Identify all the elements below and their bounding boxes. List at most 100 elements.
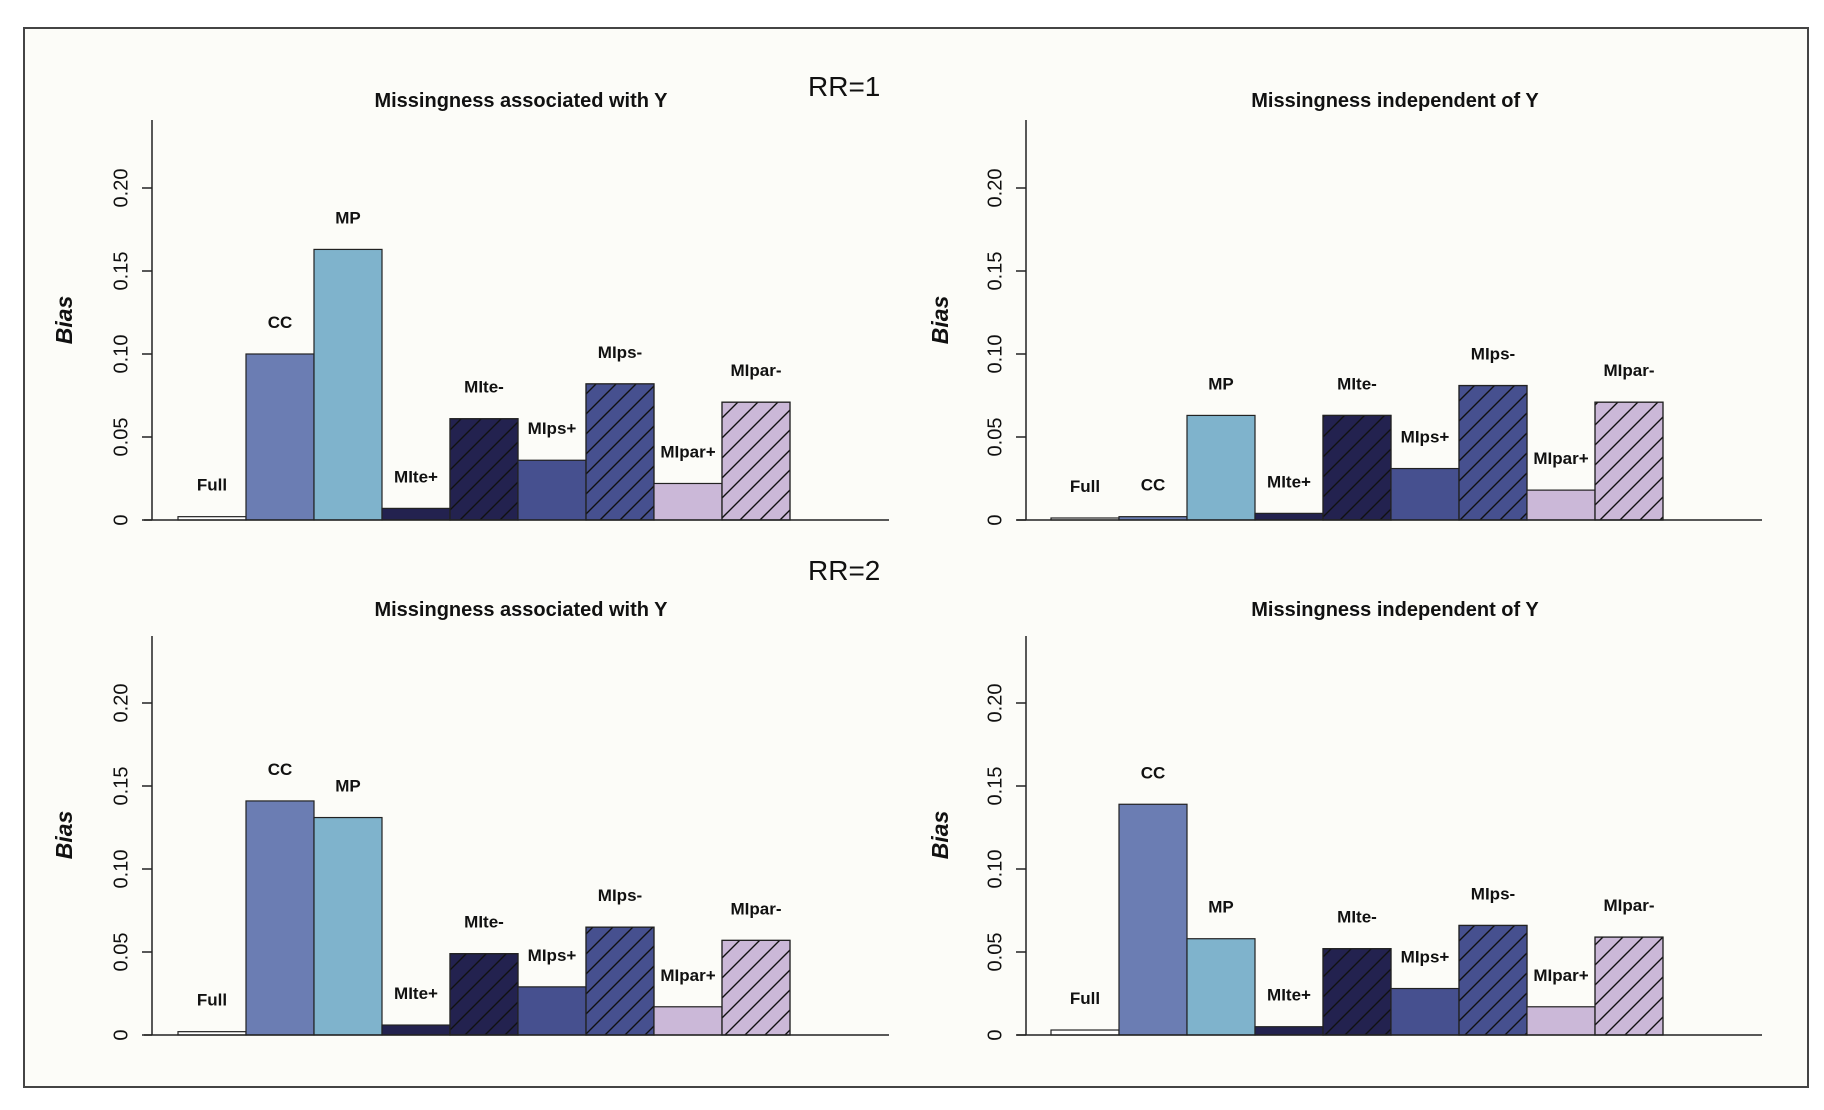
y-tick-label: 0.05 <box>110 418 132 457</box>
bar-hatch-mipar-minus <box>1594 401 1664 521</box>
bar-mite-plus <box>381 1024 451 1036</box>
bar-label-mite-minus: MIte- <box>1337 374 1377 393</box>
bar-hatch-mite-minus <box>1322 948 1392 1036</box>
bar-label-mips-plus: MIps+ <box>1401 428 1450 447</box>
bar-hatch-mips-minus <box>1458 384 1528 521</box>
bar-label-cc: CC <box>268 760 293 779</box>
bar-label-mite-minus: MIte- <box>464 378 504 397</box>
y-tick-label: 0 <box>110 1029 132 1040</box>
bar-label-mips-plus: MIps+ <box>1401 948 1450 967</box>
bar-label-mipar-minus: MIpar- <box>1604 896 1655 915</box>
y-tick-label: 0.15 <box>110 252 132 291</box>
bar-label-mp: MP <box>1208 898 1234 917</box>
y-tick-label: 0.15 <box>110 767 132 806</box>
bar-mips-plus <box>517 986 587 1036</box>
bar-mp <box>313 816 383 1036</box>
bar-label-mite-plus: MIte+ <box>1267 986 1311 1005</box>
y-tick-label: 0.15 <box>984 252 1006 291</box>
y-axis-label: Bias <box>927 296 953 345</box>
y-tick-label: 0.20 <box>984 684 1006 723</box>
y-tick-label: 0.10 <box>984 335 1006 374</box>
bar-cc <box>245 800 315 1036</box>
bar-label-full: Full <box>1070 477 1100 496</box>
bar-hatch-mips-minus <box>1458 924 1528 1036</box>
bar-mite-plus <box>381 507 451 521</box>
bar-label-mite-minus: MIte- <box>464 913 504 932</box>
y-tick-label: 0.10 <box>984 850 1006 889</box>
chart-panel-4: Missingness independent of Y Bias 0 0.05 0.1… <box>927 599 1762 1041</box>
bar-hatch-mipar-minus <box>721 401 791 521</box>
y-tick-label: 0.10 <box>110 850 132 889</box>
bar-mips-plus <box>1390 987 1460 1036</box>
bar-hatch-mite-minus <box>449 953 519 1036</box>
charts-layer: Missingness associated with Y Bias 0 0.05 0.… <box>51 90 1762 1041</box>
y-tick-label: 0 <box>110 514 132 525</box>
bar-label-mips-plus: MIps+ <box>528 946 577 965</box>
bar-label-mipar-plus: MIpar+ <box>1533 966 1588 985</box>
bar-label-mips-minus: MIps- <box>1471 345 1515 364</box>
bar-label-mite-minus: MIte- <box>1337 908 1377 927</box>
y-axis-label: Bias <box>51 811 77 860</box>
bar-mp <box>1186 414 1256 521</box>
bar-label-mite-plus: MIte+ <box>394 467 438 486</box>
bar-mp <box>1186 938 1256 1036</box>
bar-label-mite-plus: MIte+ <box>1267 472 1311 491</box>
chart-title: Missingness associated with Y <box>374 90 668 112</box>
bar-label-mips-minus: MIps- <box>598 343 642 362</box>
row-label-rr2: RR=2 <box>808 555 880 586</box>
bar-cc <box>245 353 315 521</box>
bar-mp <box>313 248 383 521</box>
bar-mipar-plus <box>653 1006 723 1036</box>
y-tick-label: 0.05 <box>984 418 1006 457</box>
bar-label-mipar-plus: MIpar+ <box>1533 449 1588 468</box>
y-axis-label: Bias <box>927 811 953 860</box>
bar-mipar-plus <box>1526 1006 1596 1036</box>
chart-title: Missingness associated with Y <box>374 599 668 621</box>
chart-panel-2: Missingness independent of Y Bias 0 0.05 0.1… <box>927 90 1762 526</box>
bar-hatch-mipar-minus <box>721 939 791 1036</box>
row-label-rr1: RR=1 <box>808 71 880 102</box>
bar-mipar-plus <box>1526 489 1596 521</box>
bar-cc <box>1118 803 1188 1036</box>
bar-label-mp: MP <box>335 777 361 796</box>
chart-panel-3: Missingness associated with Y Bias 0 0.05 0.… <box>51 599 889 1041</box>
bar-label-mipar-plus: MIpar+ <box>660 442 715 461</box>
y-tick-label: 0.20 <box>110 169 132 208</box>
bar-label-mipar-minus: MIpar- <box>1604 361 1655 380</box>
bar-label-full: Full <box>1070 989 1100 1008</box>
bar-mite-plus <box>1254 1026 1324 1036</box>
bar-label-mipar-plus: MIpar+ <box>660 966 715 985</box>
bar-label-mite-plus: MIte+ <box>394 984 438 1003</box>
y-tick-label: 0 <box>984 514 1006 525</box>
y-tick-label: 0.20 <box>110 684 132 723</box>
bar-mips-plus <box>517 459 587 521</box>
bar-label-cc: CC <box>1141 763 1166 782</box>
y-tick-label: 0.20 <box>984 169 1006 208</box>
bar-label-mipar-minus: MIpar- <box>731 361 782 380</box>
bar-label-cc: CC <box>1141 476 1166 495</box>
bar-label-mp: MP <box>1208 374 1234 393</box>
bar-hatch-mips-minus <box>585 926 655 1036</box>
bar-label-mips-minus: MIps- <box>1471 884 1515 903</box>
bar-hatch-mipar-minus <box>1594 936 1664 1036</box>
bar-label-mp: MP <box>335 208 361 227</box>
bar-label-full: Full <box>197 991 227 1010</box>
y-axis-label: Bias <box>51 296 77 345</box>
bar-mips-plus <box>1390 467 1460 521</box>
bar-label-mips-minus: MIps- <box>598 886 642 905</box>
y-tick-label: 0.10 <box>110 335 132 374</box>
bar-hatch-mite-minus <box>449 418 519 521</box>
chart-title: Missingness independent of Y <box>1251 90 1539 112</box>
bar-mipar-plus <box>653 482 723 521</box>
bar-label-cc: CC <box>268 313 293 332</box>
y-tick-label: 0.05 <box>110 933 132 972</box>
bar-hatch-mips-minus <box>585 383 655 521</box>
chart-panel-1: Missingness associated with Y Bias 0 0.05 0.… <box>51 90 889 526</box>
bar-label-mips-plus: MIps+ <box>528 419 577 438</box>
bar-label-mipar-minus: MIpar- <box>731 899 782 918</box>
y-tick-label: 0 <box>984 1029 1006 1040</box>
bar-mite-plus <box>1254 512 1324 521</box>
bar-label-full: Full <box>197 476 227 495</box>
bar-hatch-mite-minus <box>1322 414 1392 521</box>
